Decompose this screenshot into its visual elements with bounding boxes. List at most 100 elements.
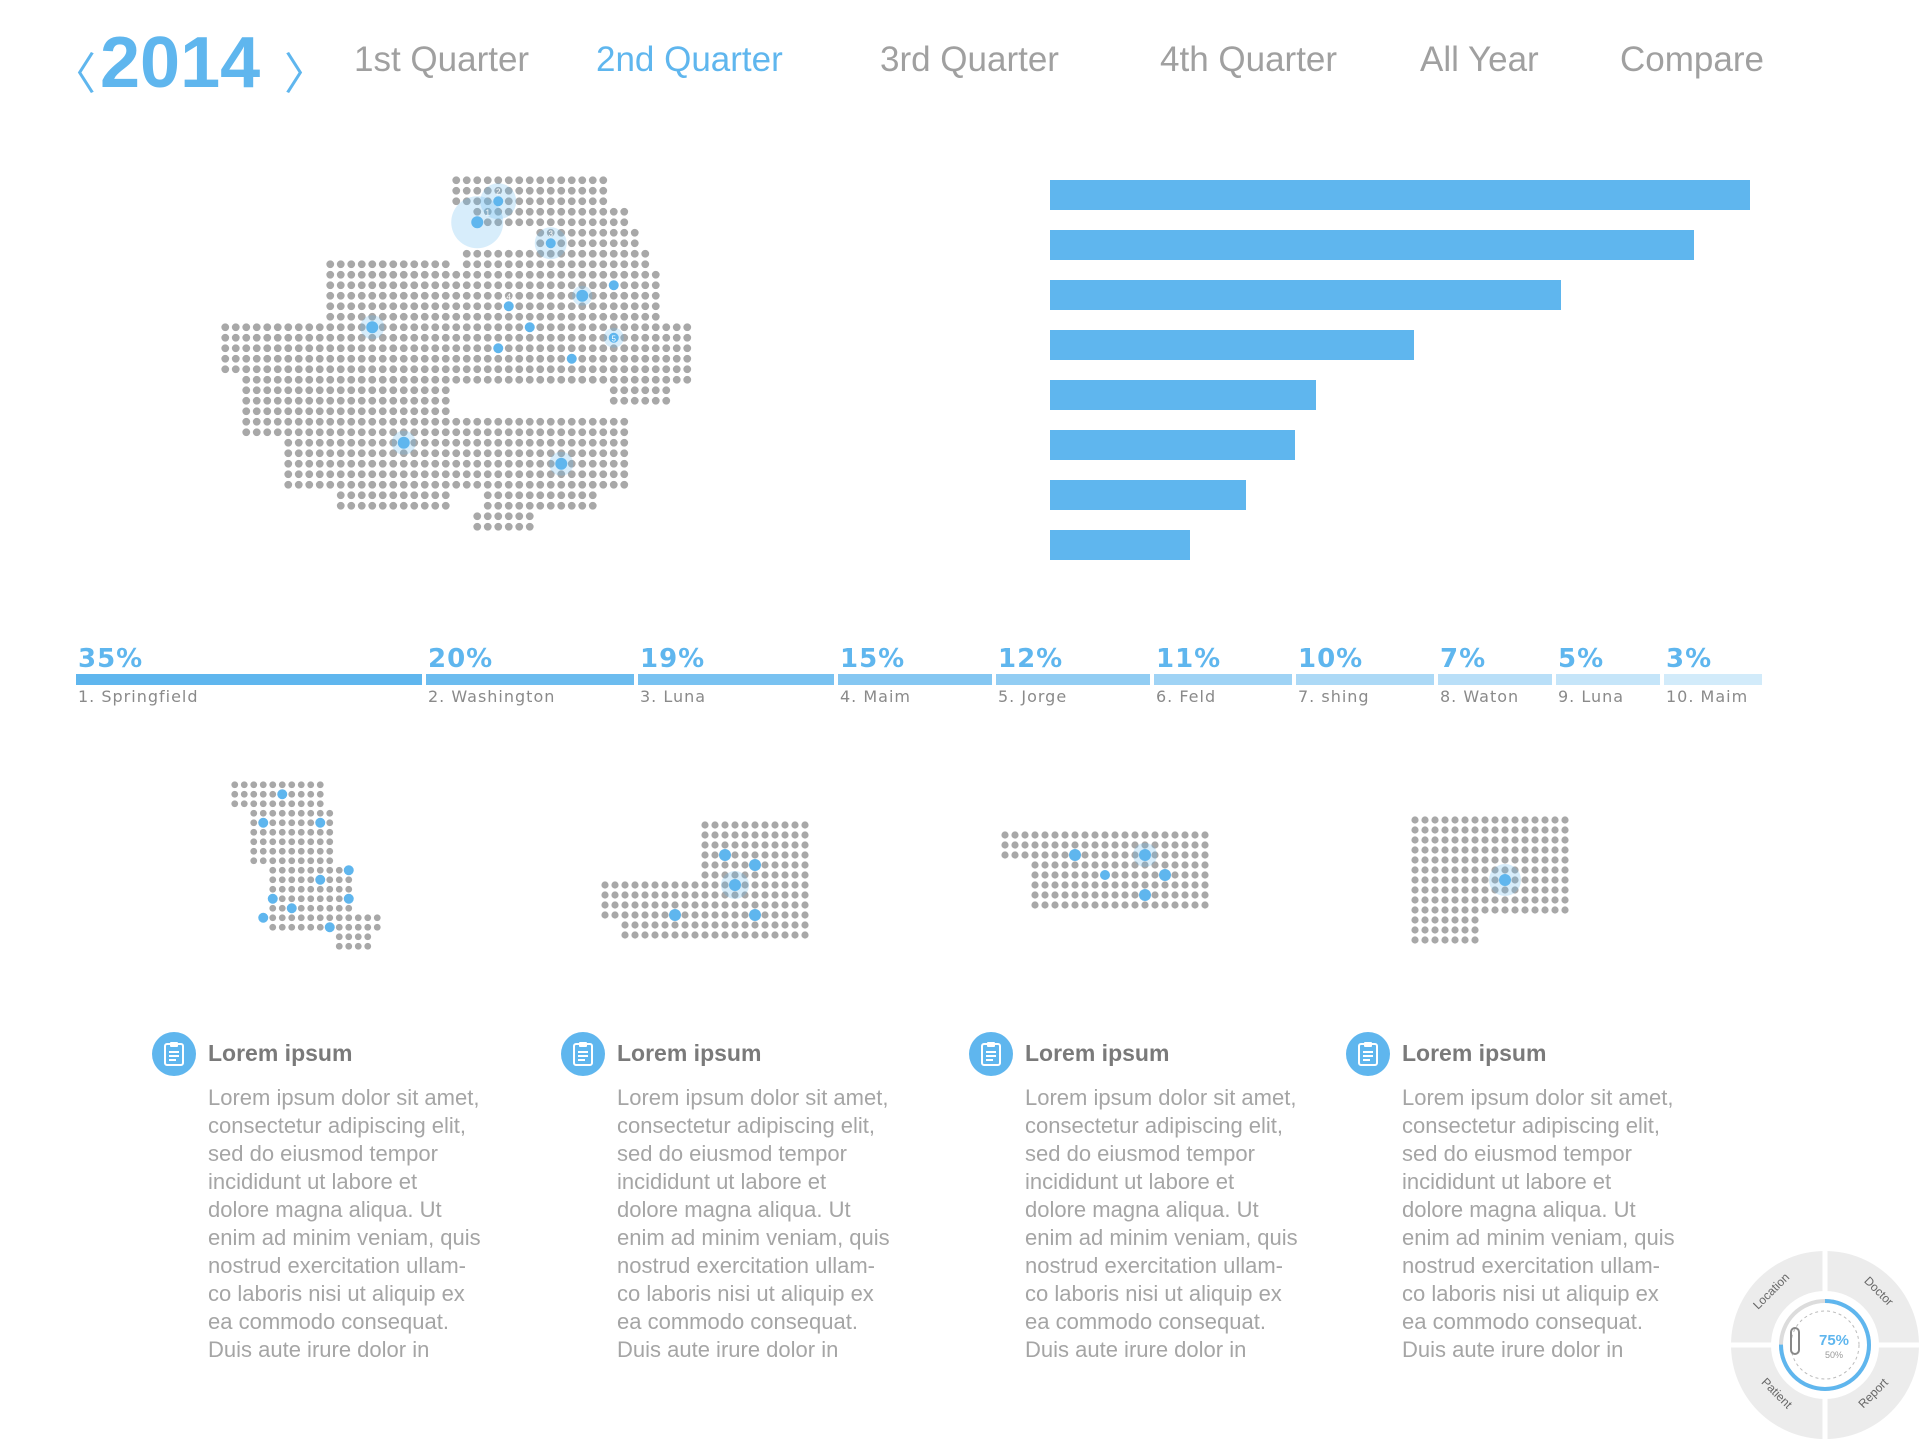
- location-marker[interactable]: [669, 909, 681, 921]
- map-dot: [1411, 866, 1419, 874]
- map-dot: [462, 375, 471, 384]
- location-marker[interactable]: [1139, 889, 1151, 901]
- map-dot: [546, 354, 555, 363]
- location-marker[interactable]: [1499, 874, 1511, 886]
- map-dot: [1031, 891, 1039, 899]
- map-dot: [315, 428, 324, 437]
- location-marker[interactable]: [555, 457, 568, 470]
- map-dot: [399, 386, 408, 395]
- map-dot: [263, 354, 272, 363]
- location-marker[interactable]: [493, 343, 504, 354]
- map-dot: [1181, 841, 1189, 849]
- location-marker[interactable]: [503, 301, 514, 312]
- map-dot: [410, 417, 419, 426]
- map-dot: [431, 470, 440, 479]
- clipboard-icon[interactable]: [561, 1032, 605, 1076]
- location-marker[interactable]: [1100, 870, 1110, 880]
- location-marker[interactable]: [524, 322, 535, 333]
- rank-bar: [996, 674, 1150, 685]
- location-marker[interactable]: [1159, 869, 1171, 881]
- location-marker[interactable]: [366, 321, 379, 334]
- location-marker[interactable]: [258, 817, 269, 828]
- location-marker[interactable]: [277, 789, 288, 800]
- map-dot: [1111, 891, 1119, 899]
- location-marker[interactable]: [258, 912, 269, 923]
- location-marker[interactable]: [471, 216, 484, 229]
- map-dot: [378, 375, 387, 384]
- tab-2nd-quarter[interactable]: 2nd Quarter: [596, 40, 783, 79]
- location-marker[interactable]: [286, 903, 297, 914]
- map-dot: [368, 491, 377, 500]
- location-marker[interactable]: [1069, 849, 1081, 861]
- map-dot: [1121, 871, 1129, 879]
- tab-compare[interactable]: Compare: [1620, 40, 1764, 79]
- chevron-right-icon[interactable]: 〉: [284, 49, 328, 100]
- map-dot: [781, 921, 789, 929]
- map-dot: [721, 901, 729, 909]
- location-marker[interactable]: [545, 238, 556, 249]
- location-marker[interactable]: [576, 289, 589, 302]
- map-dot: [525, 417, 534, 426]
- location-marker[interactable]: [397, 436, 410, 449]
- map-dot: [536, 281, 545, 290]
- map-dot: [641, 365, 650, 374]
- map-dot: [473, 333, 482, 342]
- map-dot: [378, 291, 387, 300]
- location-marker[interactable]: [343, 865, 354, 876]
- card-title: Lorem ipsum: [617, 1040, 762, 1066]
- map-dot: [441, 344, 450, 353]
- map-dot: [1121, 861, 1129, 869]
- location-marker[interactable]: [267, 893, 278, 904]
- map-dot: [609, 449, 618, 458]
- map-dot: [259, 809, 267, 817]
- map-dot: [483, 249, 492, 258]
- map-dot: [347, 428, 356, 437]
- map-dot: [1541, 836, 1549, 844]
- location-marker[interactable]: [566, 353, 577, 364]
- map-dot: [240, 781, 248, 789]
- tab-all-year[interactable]: All Year: [1420, 40, 1539, 79]
- map-dot: [1461, 866, 1469, 874]
- location-marker[interactable]: [315, 874, 326, 885]
- location-marker[interactable]: [749, 859, 761, 871]
- clipboard-icon[interactable]: [1346, 1032, 1390, 1076]
- map-dot: [599, 186, 608, 195]
- map-dot: [494, 312, 503, 321]
- map-dot: [609, 375, 618, 384]
- location-marker[interactable]: [1139, 849, 1151, 861]
- location-marker[interactable]: [315, 817, 326, 828]
- location-marker[interactable]: [324, 922, 335, 933]
- map-dot: [1541, 866, 1549, 874]
- map-dot: [1011, 841, 1019, 849]
- tab-3rd-quarter[interactable]: 3rd Quarter: [880, 40, 1059, 79]
- map-dot: [336, 407, 345, 416]
- map-dot: [504, 449, 513, 458]
- map-dot: [504, 312, 513, 321]
- map-dot: [620, 417, 629, 426]
- location-marker[interactable]: [608, 332, 619, 343]
- tab-4th-quarter[interactable]: 4th Quarter: [1160, 40, 1338, 79]
- clipboard-icon[interactable]: [152, 1032, 196, 1076]
- map-dot: [347, 470, 356, 479]
- map-dot: [273, 323, 282, 332]
- clipboard-icon[interactable]: [969, 1032, 1013, 1076]
- map-dot: [297, 904, 305, 912]
- map-dot: [641, 270, 650, 279]
- chevron-left-icon[interactable]: 〈: [52, 49, 96, 100]
- map-dot: [288, 828, 296, 836]
- location-marker[interactable]: [493, 196, 504, 207]
- map-dot: [373, 914, 381, 922]
- map-dot: [242, 323, 251, 332]
- location-marker[interactable]: [343, 893, 354, 904]
- card-line: enim ad minim veniam, quis: [617, 1225, 890, 1250]
- map-dot: [662, 396, 671, 405]
- map-dot: [567, 218, 576, 227]
- map-dot: [441, 386, 450, 395]
- tab-1st-quarter[interactable]: 1st Quarter: [354, 40, 530, 79]
- location-marker[interactable]: [608, 280, 619, 291]
- location-marker[interactable]: [749, 909, 761, 921]
- map-dot: [269, 781, 277, 789]
- location-marker[interactable]: [729, 879, 741, 891]
- location-marker[interactable]: [719, 849, 731, 861]
